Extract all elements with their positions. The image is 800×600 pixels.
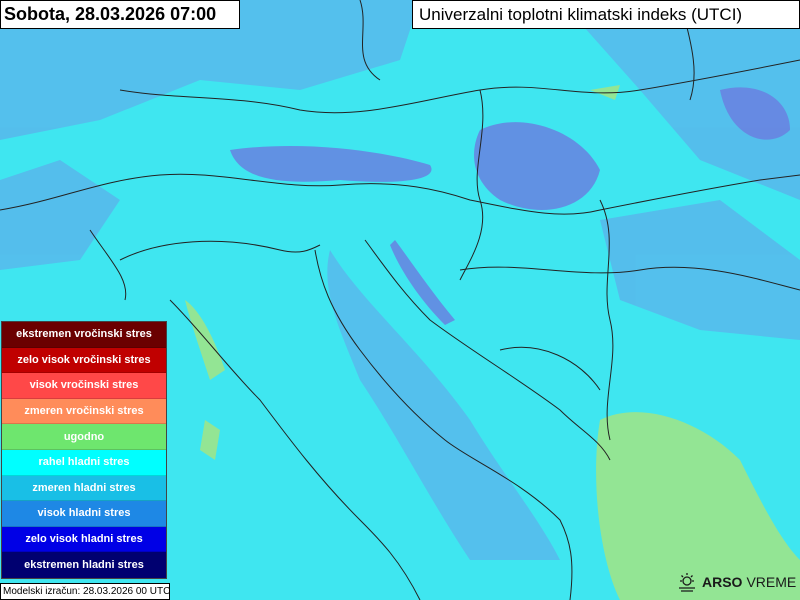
model-run-note: Modelski izračun: 28.03.2026 00 UTC	[0, 583, 170, 600]
legend-item-extreme-heat: ekstremen vročinski stres	[2, 322, 166, 348]
map-title: Univerzalni toplotni klimatski indeks (U…	[412, 0, 800, 29]
high-cold-areas	[230, 87, 790, 325]
legend-item-slight-cold: rahel hladni stres	[2, 449, 166, 476]
legend-item-high-heat: visok vročinski stres	[2, 373, 166, 399]
legend-item-comfortable: ugodno	[2, 424, 166, 450]
legend-item-very-high-cold: zelo visok hladni stres	[2, 526, 166, 553]
arso-vreme-logo: ARSO VREME	[676, 570, 796, 594]
logo-arso: ARSO	[702, 574, 743, 590]
comfortable-areas	[185, 85, 800, 600]
legend-item-moderate-cold: zmeren hladni stres	[2, 475, 166, 502]
legend-item-very-high-heat: zelo visok vročinski stres	[2, 347, 166, 374]
legend-item-high-cold: visok hladni stres	[2, 501, 166, 527]
sun-cloud-icon	[679, 573, 695, 592]
legend: ekstremen vročinski stres zelo visok vro…	[1, 321, 167, 579]
moderate-cold-areas	[0, 0, 800, 560]
logo-vreme: VREME	[746, 574, 797, 590]
legend-item-moderate-heat: zmeren vročinski stres	[2, 398, 166, 425]
forecast-date-title: Sobota, 28.03.2026 07:00	[0, 0, 240, 29]
legend-item-extreme-cold: ekstremen hladni stres	[2, 552, 166, 578]
